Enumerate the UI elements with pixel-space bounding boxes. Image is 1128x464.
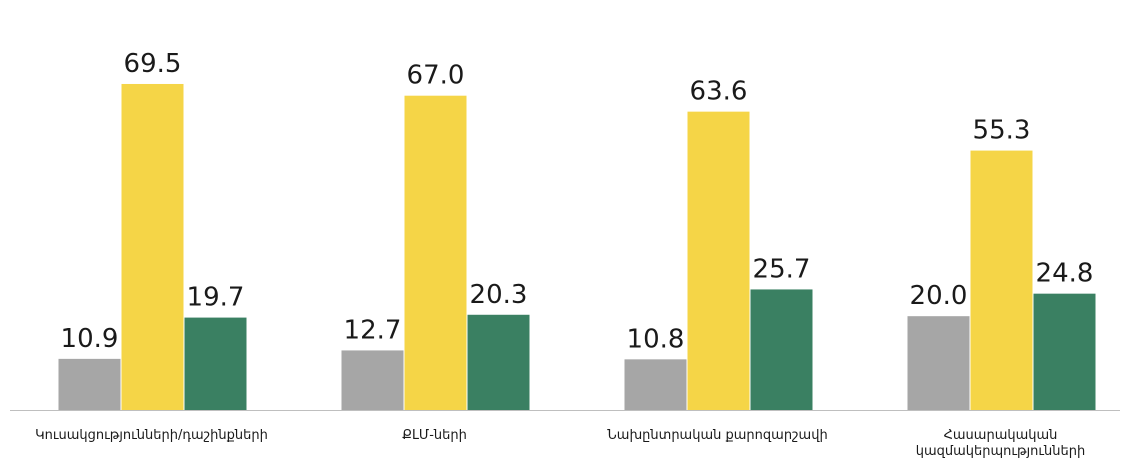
value-label: 67.0 bbox=[407, 61, 465, 91]
value-label: 10.9 bbox=[61, 324, 119, 354]
value-label: 20.0 bbox=[910, 281, 968, 311]
bar bbox=[624, 359, 687, 410]
value-label: 20.3 bbox=[470, 280, 528, 310]
x-tick-label: Հասարակական կազմակերպությունների bbox=[915, 428, 1086, 459]
bar bbox=[750, 289, 813, 410]
value-label: 25.7 bbox=[753, 254, 811, 284]
value-label: 55.3 bbox=[973, 116, 1031, 146]
bar bbox=[687, 111, 750, 411]
bar bbox=[907, 316, 970, 410]
bar bbox=[58, 358, 121, 410]
bar bbox=[1033, 293, 1096, 410]
bar bbox=[467, 314, 530, 410]
value-label: 69.5 bbox=[124, 49, 182, 79]
x-tick-label: ՔԼՄ-ների bbox=[402, 428, 467, 443]
x-tick-label: Նախընտրական քարոզարշավի bbox=[607, 428, 828, 443]
value-label: 19.7 bbox=[187, 283, 245, 313]
bar bbox=[184, 317, 247, 410]
value-label: 24.8 bbox=[1036, 259, 1094, 289]
bar bbox=[404, 95, 467, 410]
value-label: 10.8 bbox=[627, 324, 685, 354]
value-label: 63.6 bbox=[690, 77, 748, 107]
bar bbox=[341, 350, 404, 410]
bar bbox=[970, 150, 1033, 410]
value-label: 12.7 bbox=[344, 315, 402, 345]
x-tick-label: Կուսակցությունների/դաշինքների bbox=[35, 428, 268, 443]
bar bbox=[121, 83, 184, 411]
